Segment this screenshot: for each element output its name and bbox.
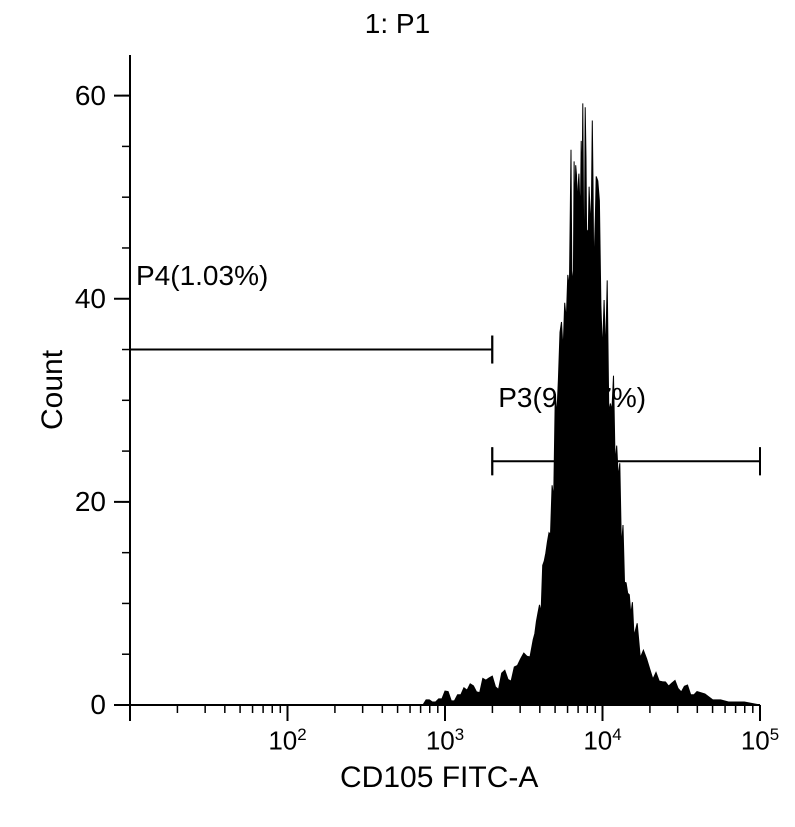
x-tick-label: 103	[415, 725, 475, 757]
x-axis-label: CD105 FITC-A	[340, 761, 538, 795]
y-tick-label: 40	[0, 283, 106, 315]
y-tick-label: 0	[0, 689, 106, 721]
y-axis-label: Count	[36, 350, 70, 430]
plot-canvas	[0, 0, 795, 827]
x-tick-label: 102	[258, 725, 318, 757]
gate-p3-label: P3(98.97%)	[498, 382, 646, 414]
x-tick-label: 104	[573, 725, 633, 757]
flow-cytometry-histogram: { "title": "1: P1", "type": "histogram",…	[0, 0, 795, 827]
gate-p4-label: P4(1.03%)	[136, 260, 268, 292]
x-tick-label: 105	[730, 725, 790, 757]
chart-title: 1: P1	[0, 8, 795, 40]
y-tick-label: 20	[0, 486, 106, 518]
y-tick-label: 60	[0, 80, 106, 112]
